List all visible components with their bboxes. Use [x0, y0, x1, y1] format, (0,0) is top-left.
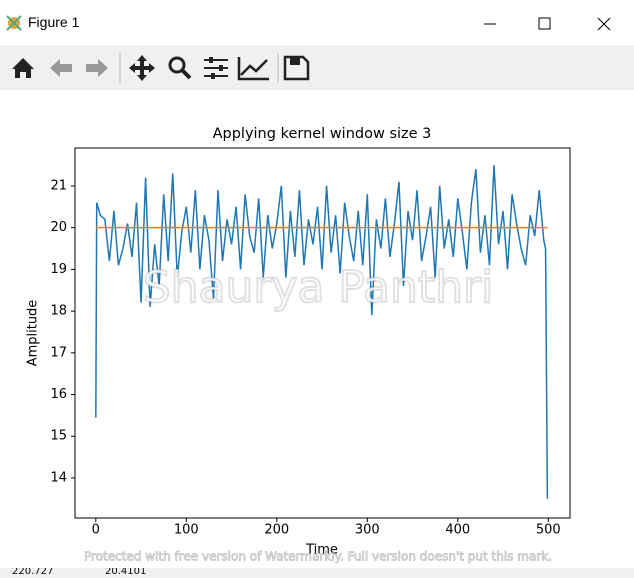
y-tick-label: 14	[50, 470, 67, 485]
status-y: 20.4101	[105, 568, 147, 577]
x-axis-label: Time	[305, 543, 338, 558]
y-tick-label: 21	[50, 178, 67, 193]
x-tick-label: 200	[264, 523, 289, 538]
x-tick-label: 0	[92, 523, 100, 538]
window-title: Figure 1	[28, 14, 80, 30]
plot-frame	[74, 147, 571, 519]
chart-title: Applying kernel window size 3	[213, 126, 432, 142]
watermark-note: Protected with free version of Watermark…	[84, 550, 552, 564]
x-tick-label: 400	[445, 523, 470, 538]
y-tick-label: 18	[50, 304, 67, 319]
app-icon	[6, 15, 22, 31]
window-controls[interactable]	[484, 0, 634, 45]
x-tick-label: 300	[355, 523, 380, 538]
y-tick-label: 19	[50, 262, 67, 277]
y-tick-label: 17	[50, 345, 67, 360]
status-x: 220.727	[12, 568, 54, 577]
y-tick-label: 16	[50, 387, 67, 402]
y-tick-label: 15	[50, 429, 67, 444]
y-tick-label: 20	[50, 220, 67, 235]
watermark: Shaurya Panthri	[143, 262, 494, 313]
title-bar: Figure 1	[0, 0, 634, 45]
x-tick-label: 500	[536, 523, 561, 538]
toolbar	[0, 45, 634, 90]
figure: Applying kernel window size 3 Time Ampli…	[26, 126, 571, 564]
y-axis-label: Amplitude	[26, 300, 41, 367]
toolbar-icons[interactable]	[0, 45, 320, 90]
status-bar: 220.727 20.4101	[0, 568, 634, 578]
data-line	[95, 165, 549, 499]
x-tick-label: 100	[174, 523, 199, 538]
